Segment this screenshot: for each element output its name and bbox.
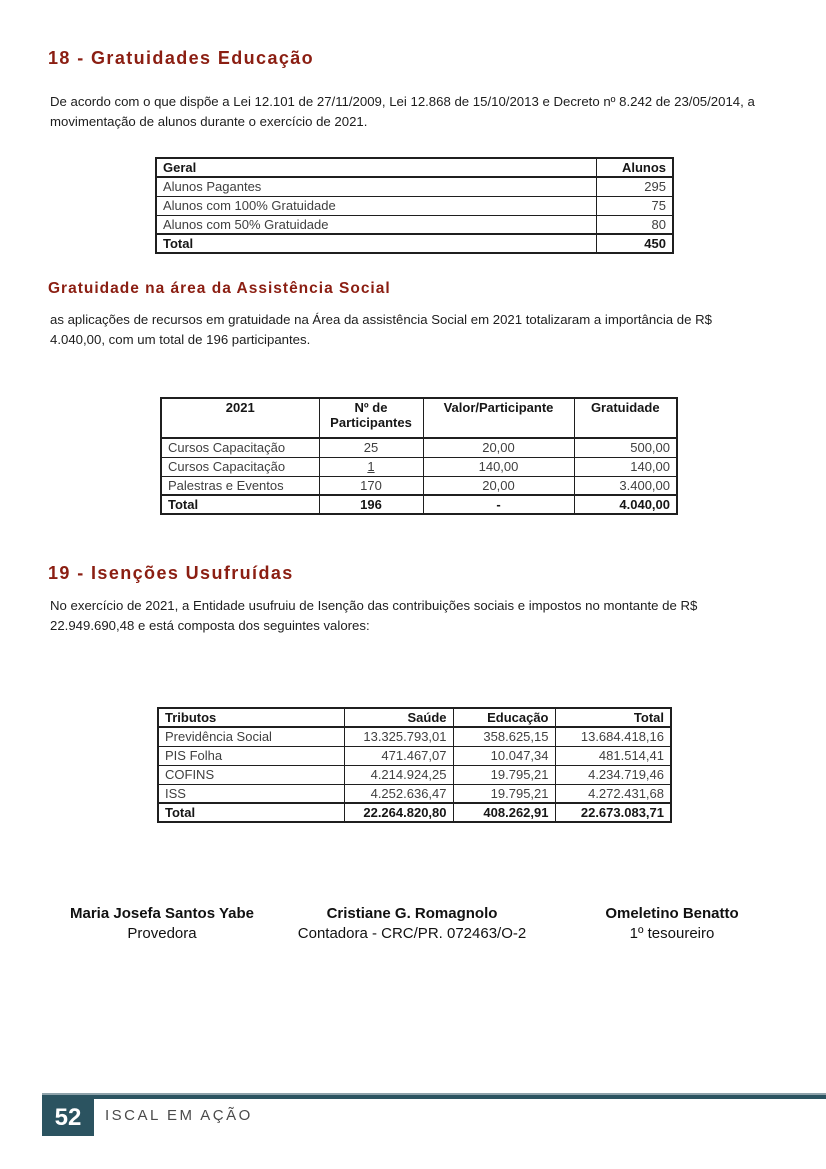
table-cell: 170	[318, 475, 424, 496]
table-cell: 450	[595, 233, 674, 254]
table-row: Previdência Social 13.325.793,01 358.625…	[157, 726, 672, 747]
table-row: PIS Folha 471.467,07 10.047,34 481.514,4…	[157, 745, 672, 766]
table-cell: 4.272.431,68	[554, 783, 672, 804]
signature-block: Cristiane G. Romagnolo Contadora - CRC/P…	[286, 904, 538, 945]
signature-role: Provedora	[127, 925, 197, 943]
table-row: Cursos Capacitação 25 20,00 500,00	[160, 437, 678, 458]
table-cell: Alunos Pagantes	[155, 176, 597, 197]
table-cell: Total	[155, 233, 597, 254]
table-cell: Previdência Social	[157, 726, 345, 747]
table-cell: 75	[595, 195, 674, 216]
table-row: Alunos Pagantes 295	[155, 176, 674, 197]
column-header: Total	[554, 707, 672, 728]
table-cell: 1	[318, 456, 424, 477]
table-row: Alunos com 50% Gratuidade 80	[155, 214, 674, 235]
column-header: Geral	[155, 157, 597, 178]
signature-block: Omeletino Benatto 1º tesoureiro	[548, 904, 796, 945]
column-header: Saúde	[343, 707, 454, 728]
table-cell: 22.264.820,80	[343, 802, 454, 823]
column-header: Educação	[452, 707, 556, 728]
table-cell: COFINS	[157, 764, 345, 785]
page-number: 52	[54, 1103, 82, 1131]
heading-assistencia-social: Gratuidade na área da Assistência Social	[48, 280, 391, 297]
page-number-badge: 52	[42, 1099, 94, 1136]
table-cell: Cursos Capacitação	[160, 456, 320, 477]
table-cell: Palestras e Eventos	[160, 475, 320, 496]
table-header-row: 2021 Nº de Participantes Valor/Participa…	[160, 397, 678, 439]
table-cell: ISS	[157, 783, 345, 804]
table-cell: 3.400,00	[573, 475, 678, 496]
table-cell: 140,00	[573, 456, 678, 477]
column-header: 2021	[160, 397, 320, 439]
table-cell: -	[422, 494, 575, 515]
table-cell: PIS Folha	[157, 745, 345, 766]
table-cell: Total	[160, 494, 320, 515]
table-cell: 140,00	[422, 456, 575, 477]
table-cell: 80	[595, 214, 674, 235]
table-cell: 22.673.083,71	[554, 802, 672, 823]
signature-name: Omeletino Benatto	[605, 905, 739, 922]
table-cell: Alunos com 50% Gratuidade	[155, 214, 597, 235]
table-cell: 4.214.924,25	[343, 764, 454, 785]
table-row: Cursos Capacitação 1 140,00 140,00	[160, 456, 678, 477]
signature-name: Cristiane G. Romagnolo	[326, 905, 498, 922]
footer-rule	[42, 1095, 826, 1099]
signature-block: Maria Josefa Santos Yabe Provedora	[36, 904, 288, 945]
table-cell: Total	[157, 802, 345, 823]
table-gratuidades-educacao: Geral Alunos Alunos Pagantes 295 Alunos …	[155, 157, 674, 254]
table-cell: 20,00	[422, 437, 575, 458]
table-isencoes-usufruidas: Tributos Saúde Educação Total Previdênci…	[157, 707, 672, 823]
table-cell: 4.252.636,47	[343, 783, 454, 804]
table-cell: 196	[318, 494, 424, 515]
column-header: Gratuidade	[573, 397, 678, 439]
column-header: Alunos	[595, 157, 674, 178]
table-row: Alunos com 100% Gratuidade 75	[155, 195, 674, 216]
column-header: Tributos	[157, 707, 345, 728]
table-cell: 13.325.793,01	[343, 726, 454, 747]
column-header: Nº de Participantes	[318, 397, 424, 439]
paragraph-isencoes-usufruidas: No exercício de 2021, a Entidade usufrui…	[50, 598, 698, 633]
table-total-row: Total 450	[155, 233, 674, 254]
paragraph-assistencia-social: as aplicações de recursos em gratuidade …	[50, 312, 712, 347]
heading-isencoes-usufruidas: 19 - Isenções Usufruídas	[48, 563, 294, 583]
table-cell: 471.467,07	[343, 745, 454, 766]
table-cell: 500,00	[573, 437, 678, 458]
table-header-row: Geral Alunos	[155, 157, 674, 178]
table-cell: 25	[318, 437, 424, 458]
table-cell: 13.684.418,16	[554, 726, 672, 747]
table-cell: Cursos Capacitação	[160, 437, 320, 458]
table-row: ISS 4.252.636,47 19.795,21 4.272.431,68	[157, 783, 672, 804]
table-cell: 19.795,21	[452, 764, 556, 785]
signature-role: Contadora - CRC/PR. 072463/O-2	[297, 925, 527, 943]
table-cell: 4.040,00	[573, 494, 678, 515]
table-cell: 4.234.719,46	[554, 764, 672, 785]
signature-name: Maria Josefa Santos Yabe	[70, 905, 254, 922]
footer-publication-label: ISCAL EM AÇÃO	[105, 1107, 253, 1124]
table-total-row: Total 196 - 4.040,00	[160, 494, 678, 515]
column-header: Valor/Participante	[422, 397, 575, 439]
table-cell: 295	[595, 176, 674, 197]
table-cell: 408.262,91	[452, 802, 556, 823]
table-row: COFINS 4.214.924,25 19.795,21 4.234.719,…	[157, 764, 672, 785]
table-total-row: Total 22.264.820,80 408.262,91 22.673.08…	[157, 802, 672, 823]
table-row: Palestras e Eventos 170 20,00 3.400,00	[160, 475, 678, 496]
table-cell: 10.047,34	[452, 745, 556, 766]
table-cell: 358.625,15	[452, 726, 556, 747]
table-cell: 481.514,41	[554, 745, 672, 766]
heading-gratuidades-educacao: 18 - Gratuidades Educação	[48, 48, 315, 68]
table-cell: 19.795,21	[452, 783, 556, 804]
table-header-row: Tributos Saúde Educação Total	[157, 707, 672, 728]
signature-role: 1º tesoureiro	[629, 925, 715, 943]
table-cell: Alunos com 100% Gratuidade	[155, 195, 597, 216]
table-assistencia-social: 2021 Nº de Participantes Valor/Participa…	[160, 397, 678, 515]
paragraph-gratuidades-educacao: De acordo com o que dispõe a Lei 12.101 …	[50, 94, 755, 129]
table-cell: 20,00	[422, 475, 575, 496]
